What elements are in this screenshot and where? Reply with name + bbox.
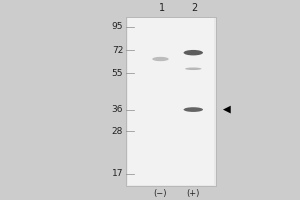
Text: 95: 95	[112, 22, 123, 31]
Bar	[128, 18, 214, 185]
Ellipse shape	[185, 67, 202, 70]
Bar	[126, 17, 216, 186]
Text: 2: 2	[192, 3, 198, 13]
Text: (+): (+)	[187, 189, 200, 198]
Ellipse shape	[184, 50, 203, 55]
Ellipse shape	[184, 107, 203, 112]
Text: 72: 72	[112, 46, 123, 55]
Text: 17: 17	[112, 169, 123, 178]
Ellipse shape	[152, 57, 169, 61]
Text: 28: 28	[112, 127, 123, 136]
Text: 55: 55	[112, 69, 123, 78]
Text: (−): (−)	[154, 189, 167, 198]
Text: 36: 36	[112, 105, 123, 114]
Text: 1: 1	[159, 3, 165, 13]
